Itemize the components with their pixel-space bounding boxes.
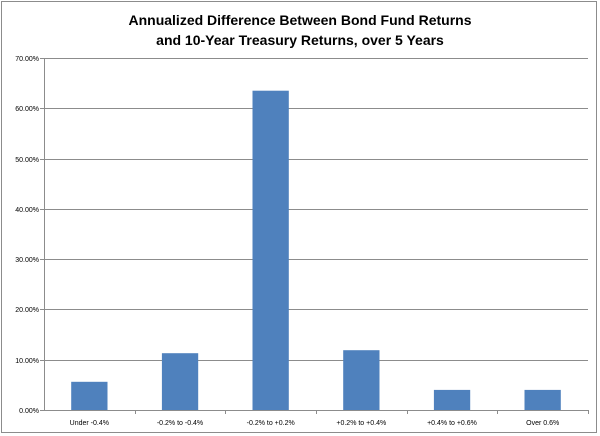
bar-2 — [161, 353, 199, 410]
y-tick-label: 30.00% — [15, 257, 39, 264]
chart-title-line-1: Annualized Difference Between Bond Fund … — [128, 12, 472, 28]
chart-title-line-2: and 10-Year Treasury Returns, over 5 Yea… — [156, 32, 444, 48]
y-tick-label: 40.00% — [15, 207, 39, 214]
bar-6 — [524, 389, 561, 410]
bar-5 — [433, 389, 471, 410]
y-tick-label: 0.00% — [19, 408, 39, 415]
x-category-label: Under -0.4% — [70, 420, 109, 427]
chart-title: Annualized Difference Between Bond Fund … — [0, 10, 600, 50]
x-category-label: +0.2% to +0.4% — [336, 420, 386, 427]
bar-3 — [252, 90, 289, 410]
x-category-label: -0.2% to +0.2% — [247, 420, 295, 427]
y-tick-label: 50.00% — [15, 157, 39, 164]
bar-4 — [343, 350, 380, 410]
y-tick-label: 20.00% — [15, 307, 39, 314]
x-category-label: Over 0.6% — [526, 420, 559, 427]
bar-1 — [71, 381, 108, 410]
x-category-label: -0.2% to -0.4% — [157, 420, 203, 427]
y-tick-label: 60.00% — [15, 106, 39, 113]
y-tick-label: 70.00% — [15, 56, 39, 63]
y-tick-label: 10.00% — [15, 358, 39, 365]
x-category-label: +0.4% to +0.6% — [427, 420, 477, 427]
